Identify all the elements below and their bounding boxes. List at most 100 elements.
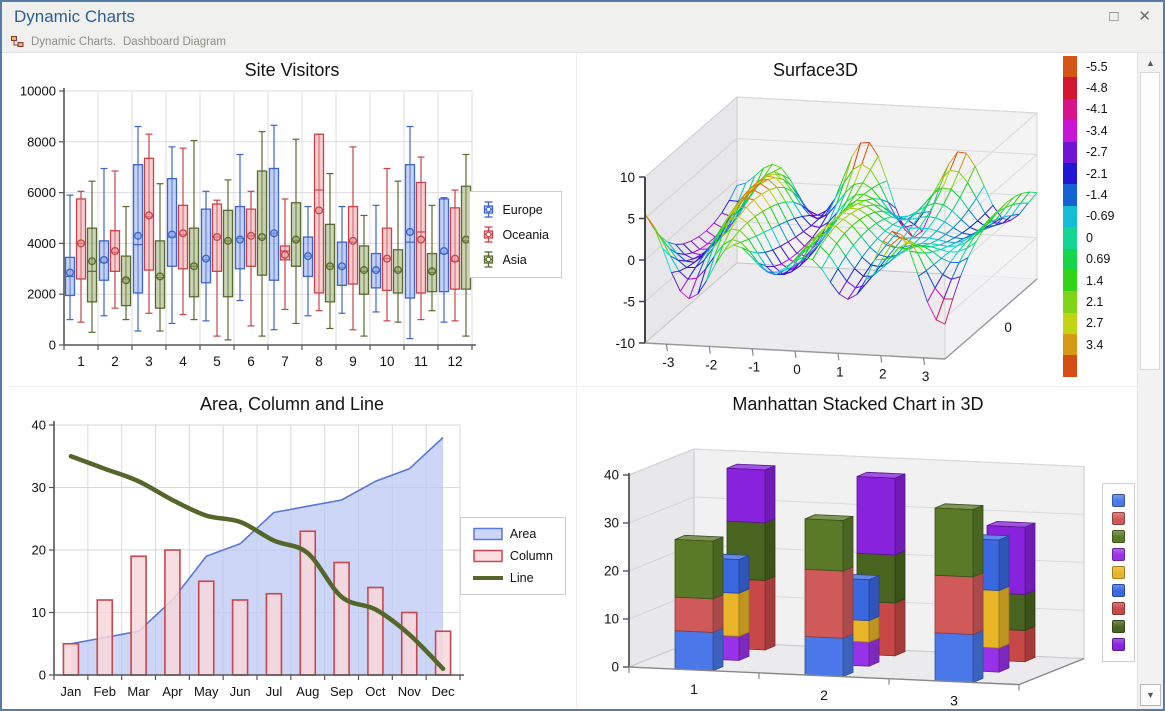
svg-text:1: 1 — [77, 354, 85, 369]
svg-text:-5: -5 — [623, 295, 635, 310]
svg-text:40: 40 — [604, 468, 619, 483]
surface-walls — [643, 95, 1039, 361]
legend-color-swatch — [1112, 602, 1125, 615]
colorbar-label: -2.1 — [1086, 166, 1108, 181]
legend-color-swatch — [1112, 620, 1125, 633]
combo-axes: 0 10 20 30 40 Jan Feb Mar Apr May Jun Jul Aug Sep Oct N… — [32, 418, 464, 699]
legend-entry-column: Column — [473, 549, 553, 563]
manhattan-axes: 0 10 20 30 40 1 2 3 — [604, 468, 1085, 709]
svg-text:40: 40 — [32, 418, 46, 433]
close-button[interactable]: ✕ — [1138, 8, 1151, 25]
panel-site-visitors: Site Visitors 0 2000 4000 6000 8000 10000 1 2 3 4… — [8, 53, 577, 387]
colorbar-label: 2.1 — [1086, 294, 1104, 309]
legend-label: Column — [509, 549, 553, 563]
svg-text:Sep: Sep — [330, 684, 353, 699]
colorbar-step: -3.4 — [1063, 120, 1133, 142]
svg-text:Dec: Dec — [432, 684, 456, 699]
boxplot-series-asia — [86, 131, 472, 341]
svg-text:Jun: Jun — [230, 684, 251, 699]
vertical-scrollbar[interactable]: ▲ ▼ — [1137, 53, 1163, 709]
svg-text:1: 1 — [690, 681, 698, 697]
svg-text:0: 0 — [39, 668, 46, 683]
svg-text:10: 10 — [620, 170, 635, 185]
svg-text:2: 2 — [820, 687, 828, 703]
org-chart-icon — [11, 35, 24, 48]
svg-text:8: 8 — [315, 354, 323, 369]
svg-text:-1: -1 — [748, 360, 760, 375]
colorbar-swatch — [1063, 248, 1077, 270]
colorbar-label: 0.69 — [1086, 252, 1111, 267]
window-title: Dynamic Charts — [14, 6, 135, 26]
colorbar-label: 0 — [1086, 230, 1093, 245]
svg-text:1: 1 — [836, 364, 844, 379]
svg-text:Apr: Apr — [162, 684, 183, 699]
legend-label: Line — [509, 571, 534, 585]
colorbar-label: -5.5 — [1086, 59, 1108, 74]
chart-title-area-column-line: Area, Column and Line — [199, 394, 385, 414]
colorbar-swatch — [1063, 98, 1077, 121]
area-column-line-chart: 0 10 20 30 40 Jan Feb Mar Apr May Jun Jul Aug Sep Oct N… — [32, 418, 464, 699]
colorbar-swatch — [1063, 227, 1077, 249]
legend-color-swatch — [1112, 494, 1125, 507]
area-column-line-legend: Area Column Line — [459, 517, 566, 595]
colorbar-step: 1.4 — [1063, 269, 1133, 292]
svg-text:3: 3 — [145, 354, 153, 369]
svg-text:0: 0 — [49, 338, 56, 353]
legend-color-swatch — [1112, 566, 1125, 579]
colorbar-swatch — [1063, 184, 1077, 206]
colorbar-step: -1.4 — [1063, 184, 1133, 206]
series-column — [62, 530, 452, 676]
legend-entry-oceania: Oceania — [482, 226, 549, 243]
legend-label: Asia — [502, 252, 527, 267]
svg-text:11: 11 — [414, 354, 428, 369]
colorbar-swatch — [1063, 77, 1077, 99]
svg-text:Jul: Jul — [266, 684, 283, 699]
svg-text:4000: 4000 — [27, 236, 56, 251]
manhattan-legend — [1102, 483, 1135, 662]
svg-text:5: 5 — [627, 212, 635, 227]
colorbar-label: -3.4 — [1086, 123, 1108, 138]
legend-color-swatch — [1112, 512, 1125, 525]
colorbar-step: 3.4 — [1063, 334, 1133, 356]
scroll-up-icon[interactable]: ▲ — [1146, 57, 1155, 68]
svg-text:Oct: Oct — [365, 684, 386, 699]
svg-text:10: 10 — [32, 605, 46, 620]
colorbar-swatch — [1063, 141, 1077, 163]
colorbar-step: 0.69 — [1063, 248, 1133, 270]
boxplot-series-oceania — [75, 133, 461, 337]
legend-label: Area — [509, 527, 537, 541]
svg-text:Mar: Mar — [127, 684, 150, 699]
breadcrumb-root[interactable]: Dynamic Charts. — [31, 35, 116, 48]
legend-color-swatch — [1112, 584, 1125, 597]
svg-text:7: 7 — [281, 354, 289, 369]
colorbar-swatch — [1063, 205, 1077, 228]
chart-title-site-visitors: Site Visitors — [244, 60, 340, 80]
colorbar-step: 0 — [1063, 227, 1133, 249]
chart-title-manhattan: Manhattan Stacked Chart in 3D — [732, 394, 984, 414]
panel-surface3d: Surface3D 10 5 0 -5 -10 -3 -2 -1 0 1 2 3 0 -5.5 -4.8-… — [577, 53, 1139, 387]
svg-text:0: 0 — [793, 362, 801, 377]
svg-text:20: 20 — [604, 564, 619, 579]
breadcrumb-current[interactable]: Dashboard Diagram — [123, 35, 226, 48]
colorbar-step: -4.1 — [1063, 98, 1133, 121]
svg-text:5: 5 — [213, 354, 221, 369]
dashboard: Site Visitors 0 2000 4000 6000 8000 10000 1 2 3 4… — [2, 53, 1163, 709]
svg-text:30: 30 — [604, 516, 619, 531]
scroll-down-icon[interactable]: ▼ — [1140, 684, 1161, 706]
svg-text:12: 12 — [447, 354, 462, 369]
maximize-button[interactable]: □ — [1109, 8, 1119, 25]
legend-label: Europe — [502, 202, 543, 217]
colorbar-label: 1.4 — [1086, 273, 1104, 288]
colorbar-label: -2.7 — [1086, 145, 1108, 160]
legend-label: Oceania — [502, 227, 549, 242]
svg-text:9: 9 — [349, 354, 357, 369]
svg-text:6: 6 — [247, 354, 255, 369]
scrollbar-thumb[interactable] — [1140, 72, 1160, 370]
svg-text:0: 0 — [1004, 320, 1012, 335]
svg-text:8000: 8000 — [27, 134, 56, 149]
line-glyph-icon — [472, 576, 503, 580]
boxplot-glyph-icon — [484, 201, 494, 218]
svg-text:10000: 10000 — [20, 85, 56, 99]
